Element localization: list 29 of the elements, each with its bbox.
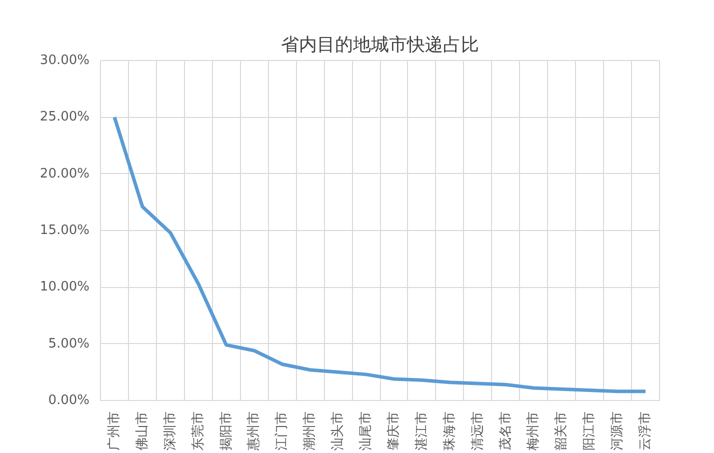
x-tick-label: 湛江市: [414, 412, 430, 450]
x-tick-label: 阳江市: [582, 412, 598, 450]
x-tick-label: 惠州市: [246, 412, 262, 452]
x-tick-label: 江门市: [274, 412, 290, 450]
x-tick-label: 珠海市: [442, 412, 458, 450]
x-tick-label: 韶关市: [554, 412, 570, 450]
y-tick-label: 0.00%: [48, 393, 90, 408]
x-tick-label: 佛山市: [134, 412, 150, 450]
y-tick-label: 25.00%: [40, 110, 90, 125]
y-tick-label: 10.00%: [40, 280, 90, 295]
x-tick-label: 潮州市: [302, 412, 318, 450]
y-tick-label: 30.00%: [40, 53, 90, 68]
x-tick-label: 揭阳市: [218, 412, 234, 450]
line-series: [112, 115, 648, 394]
x-tick-label: 茂名市: [498, 412, 514, 450]
x-tick-label: 东莞市: [190, 412, 206, 450]
y-tick-label: 15.00%: [40, 223, 90, 238]
x-tick-label: 云浮市: [638, 412, 654, 450]
y-tick-label: 20.00%: [40, 166, 90, 182]
x-tick-label: 清远市: [470, 412, 486, 450]
x-tick-label: 汕尾市: [358, 412, 374, 450]
y-tick-label: 5.00%: [48, 336, 90, 352]
x-tick-label: 梅州市: [526, 412, 542, 452]
x-tick-label: 广州市: [106, 412, 122, 450]
chart-title: 省内目的地城市快递占比: [281, 34, 479, 56]
x-tick-label: 汕头市: [330, 412, 346, 450]
x-tick-label: 河源市: [610, 412, 626, 450]
x-tick-label: 肇庆市: [386, 412, 402, 450]
x-tick-label: 深圳市: [162, 412, 178, 450]
